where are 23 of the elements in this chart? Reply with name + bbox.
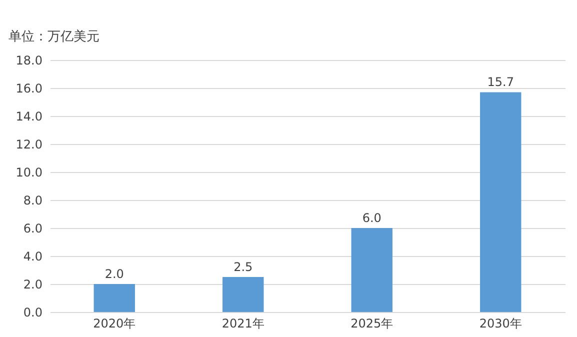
y-tick-label: 18.0	[16, 54, 42, 68]
y-tick-label: 4.0	[23, 250, 42, 264]
y-tick-label: 0.0	[23, 306, 42, 320]
bar	[351, 228, 392, 312]
bar	[222, 277, 264, 312]
y-tick-label: 2.0	[23, 278, 42, 292]
bar	[94, 284, 135, 312]
y-tick-label: 14.0	[16, 110, 42, 124]
x-tick-label: 2030年	[479, 316, 522, 330]
data-label: 15.7	[487, 75, 514, 90]
x-tick-label: 2021年	[222, 316, 264, 330]
y-tick-label: 10.0	[16, 166, 42, 180]
bar	[480, 92, 522, 312]
y-tick-label: 6.0	[23, 222, 42, 236]
data-label: 2.5	[234, 260, 253, 274]
x-tick-label: 2020年	[93, 316, 136, 330]
y-axis-title: 单位：万亿美元	[8, 28, 100, 44]
y-tick-label: 12.0	[16, 138, 42, 152]
y-tick-label: 16.0	[16, 82, 42, 96]
y-tick-label: 8.0	[23, 194, 42, 208]
x-tick-label: 2025年	[350, 316, 394, 330]
data-label: 6.0	[362, 211, 382, 225]
data-label: 2.0	[104, 267, 124, 281]
